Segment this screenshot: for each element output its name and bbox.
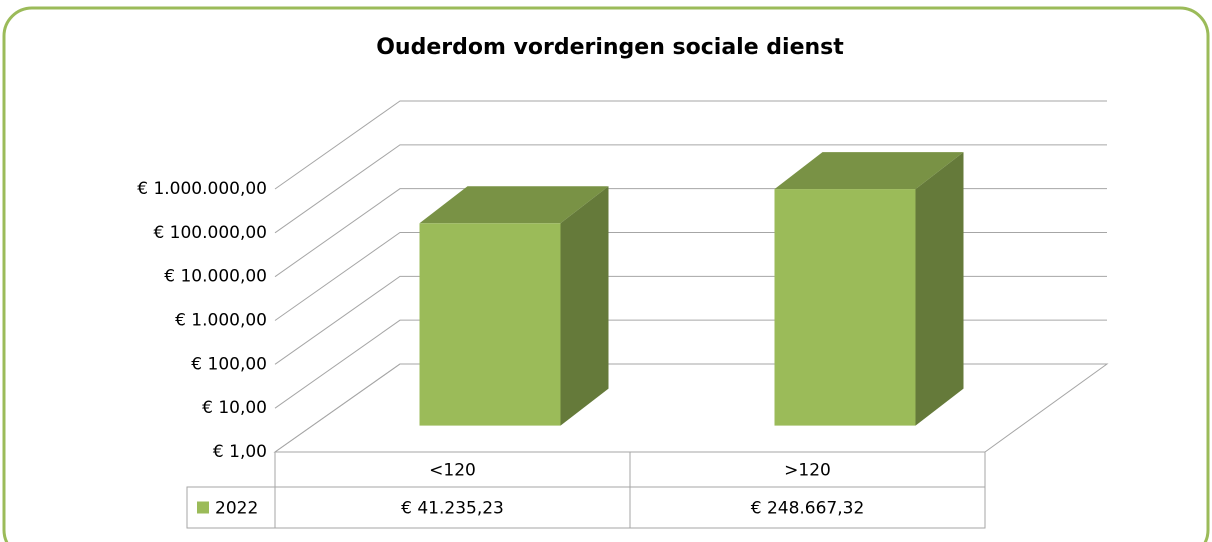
- bar-side: [560, 186, 609, 426]
- x-tick-label: >120: [784, 461, 831, 481]
- y-tick-label: € 1.000.000,00: [137, 179, 267, 199]
- y-tick-label: € 1,00: [213, 442, 267, 462]
- data-label: € 248.667,32: [751, 499, 865, 519]
- y-tick-label: € 1.000,00: [175, 311, 267, 331]
- bar-top: [419, 186, 609, 224]
- x-tick-label: <120: [429, 461, 476, 481]
- grid-line: [274, 100, 1107, 190]
- bar: [774, 152, 964, 426]
- legend-label: 2022: [215, 499, 258, 519]
- bar: [419, 186, 609, 426]
- legend-swatch: [197, 501, 209, 514]
- bar-side: [915, 152, 964, 426]
- chart-title: Ouderdom vorderingen sociale dienst: [376, 35, 844, 60]
- bar-front: [419, 223, 561, 426]
- grid-line: [274, 144, 1107, 234]
- y-tick-label: € 100,00: [191, 354, 267, 374]
- y-tick-label: € 10.000,00: [164, 267, 267, 287]
- bar-front: [774, 189, 916, 426]
- bar-top: [774, 152, 964, 190]
- y-tick-label: € 100.000,00: [153, 223, 267, 243]
- y-tick-label: € 10,00: [202, 398, 267, 418]
- table-border: [186, 486, 275, 529]
- data-label: € 41.235,23: [401, 499, 504, 519]
